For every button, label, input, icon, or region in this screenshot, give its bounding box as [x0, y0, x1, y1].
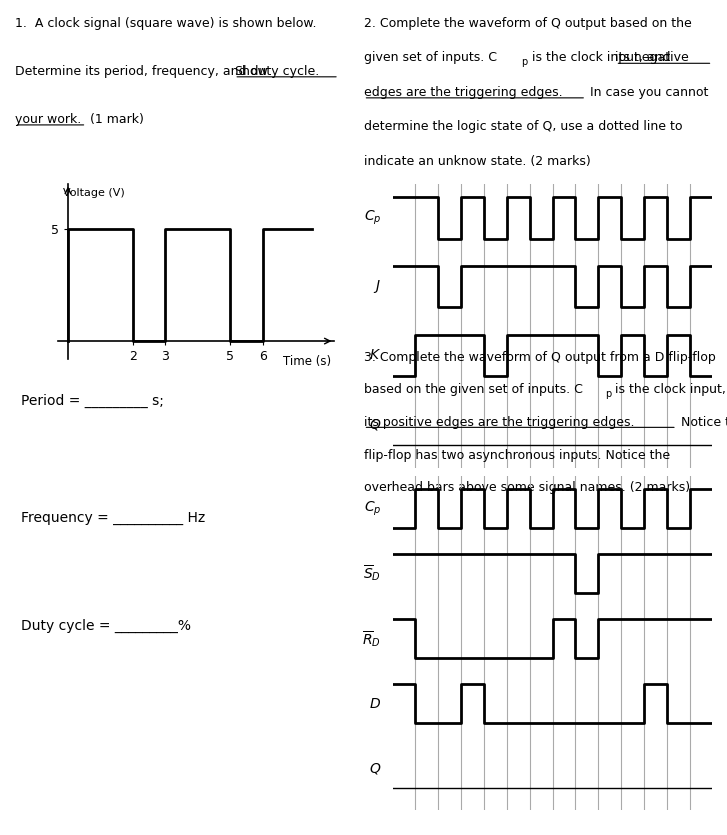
Text: $Q$: $Q$ — [369, 417, 381, 432]
Text: indicate an unknow state. (2 marks): indicate an unknow state. (2 marks) — [364, 155, 590, 168]
Text: (1 mark): (1 mark) — [87, 113, 145, 126]
Text: 2. Complete the waveform of Q output based on the: 2. Complete the waveform of Q output bas… — [364, 17, 691, 30]
Text: $Q$: $Q$ — [369, 762, 381, 777]
Text: overhead bars above some signal names. (2 marks): overhead bars above some signal names. (… — [364, 481, 690, 494]
Text: Frequency = __________ Hz: Frequency = __________ Hz — [21, 511, 206, 524]
Text: $K$: $K$ — [369, 348, 381, 362]
Text: 1.  A clock signal (square wave) is shown below.: 1. A clock signal (square wave) is shown… — [15, 17, 316, 30]
Text: $\overline{S}_D$: $\overline{S}_D$ — [364, 564, 381, 584]
Text: its positive edges are the triggering edges.: its positive edges are the triggering ed… — [364, 416, 634, 429]
Text: its negative: its negative — [616, 51, 689, 64]
Text: $C_p$: $C_p$ — [364, 209, 381, 227]
Text: p: p — [605, 389, 611, 399]
Text: edges are the triggering edges.: edges are the triggering edges. — [364, 86, 562, 99]
Text: flip-flop has two asynchronous inputs. Notice the: flip-flop has two asynchronous inputs. N… — [364, 448, 670, 462]
Text: given set of inputs. C: given set of inputs. C — [364, 51, 497, 64]
Text: your work.: your work. — [15, 113, 81, 126]
Text: Notice this: Notice this — [677, 416, 727, 429]
Text: is the clock input, and: is the clock input, and — [611, 383, 727, 397]
Text: Time (s): Time (s) — [283, 355, 332, 367]
Text: $\overline{R}_D$: $\overline{R}_D$ — [362, 629, 381, 649]
Text: p: p — [521, 58, 528, 68]
Text: Determine its period, frequency, and duty cycle.: Determine its period, frequency, and dut… — [15, 65, 323, 78]
Text: $C_p$: $C_p$ — [364, 499, 381, 518]
Text: is the clock input, and: is the clock input, and — [529, 51, 675, 64]
Text: In case you cannot: In case you cannot — [586, 86, 709, 99]
Text: determine the logic state of Q, use a dotted line to: determine the logic state of Q, use a do… — [364, 120, 682, 134]
Text: 3. Complete the waveform of Q output from a D flip-flop: 3. Complete the waveform of Q output fro… — [364, 351, 715, 364]
Text: Show: Show — [234, 65, 268, 78]
Text: Voltage (V): Voltage (V) — [63, 188, 125, 198]
Text: $D$: $D$ — [369, 696, 381, 711]
Text: Period = _________ s;: Period = _________ s; — [21, 394, 164, 407]
Text: Duty cycle = _________%: Duty cycle = _________% — [21, 620, 191, 633]
Text: based on the given set of inputs. C: based on the given set of inputs. C — [364, 383, 582, 397]
Text: $J$: $J$ — [373, 278, 381, 296]
